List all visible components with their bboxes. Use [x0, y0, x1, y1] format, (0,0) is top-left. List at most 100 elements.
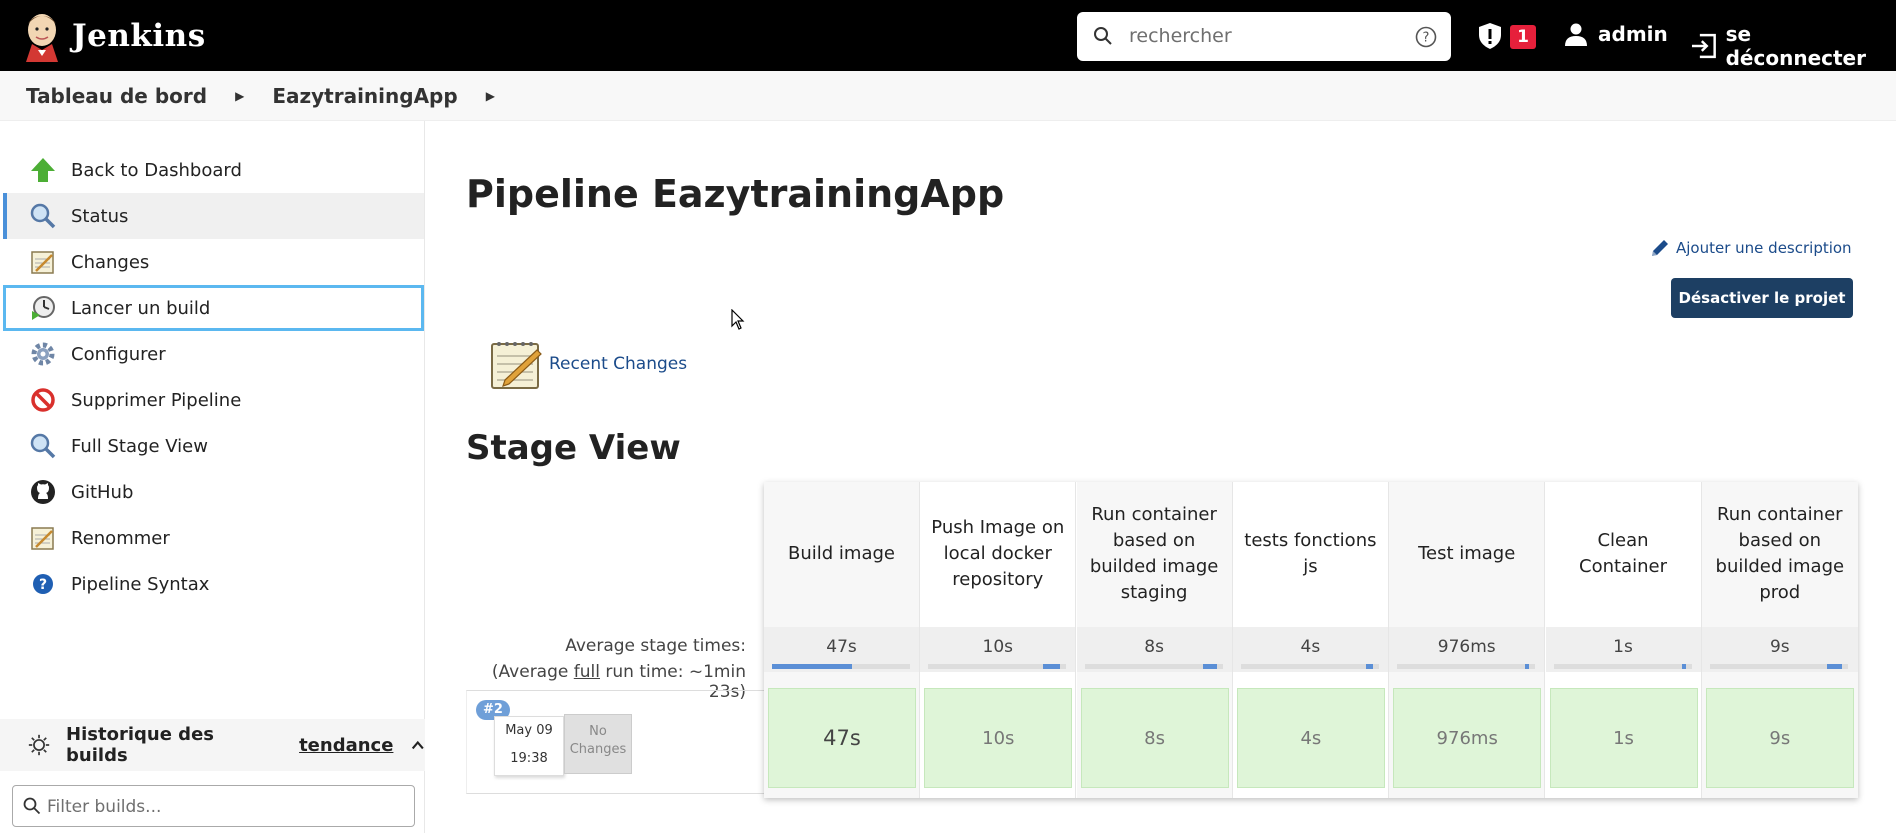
stage-average-time: 4s	[1300, 637, 1321, 657]
stage-header: Push Image on local docker repository	[931, 516, 1065, 590]
help-icon[interactable]: ?	[1415, 26, 1437, 48]
stage-average-time: 8s	[1144, 637, 1164, 657]
disable-project-button[interactable]: Désactiver le projet	[1671, 278, 1853, 318]
pencil-icon	[1652, 240, 1668, 256]
stage-progress-bar	[1397, 664, 1536, 669]
magnifier-icon	[29, 432, 57, 460]
stage-average: 9s	[1701, 627, 1858, 672]
no-changes-box: No Changes	[564, 714, 632, 774]
stage-column: Run container based on builded image sta…	[1076, 482, 1233, 798]
logout-icon	[1691, 33, 1716, 59]
help-icon: ?	[29, 570, 57, 598]
stage-average: 8s	[1076, 627, 1232, 672]
stage-header: Run container based on builded image pro…	[1715, 503, 1845, 603]
full-run-link[interactable]: full	[573, 662, 600, 682]
sidebar-item-label: Changes	[71, 251, 150, 273]
sidebar-item-full-stage-view[interactable]: Full Stage View	[3, 423, 424, 469]
avg-full-suffix: run time: ~1min 23s)	[599, 662, 746, 702]
stage-progress-bar	[772, 664, 910, 669]
no-entry-icon	[29, 386, 57, 414]
stage-progress-bar	[928, 664, 1067, 669]
stage-progress-bar	[1709, 664, 1848, 669]
build-time: 19:38	[510, 751, 548, 766]
build-date-card[interactable]: May 09 19:38	[494, 716, 564, 776]
user-menu[interactable]: admin	[1564, 22, 1668, 46]
stage-average-time: 47s	[826, 637, 857, 657]
breadcrumb-chevron-icon[interactable]: ▶	[485, 88, 495, 103]
sidebar-item-status[interactable]: Status	[3, 193, 424, 239]
sidebar-item-label: GitHub	[71, 481, 134, 503]
chevron-up-icon[interactable]	[411, 739, 425, 751]
sidebar-item-label: Full Stage View	[71, 435, 208, 457]
sidebar-item-delete-pipeline[interactable]: Supprimer Pipeline	[3, 377, 424, 423]
sidebar-item-back-to-dashboard[interactable]: Back to Dashboard	[3, 147, 424, 193]
stage-view-table: Build image 47s 47s Push Image on local doc…	[764, 482, 1858, 798]
stage-result-cell[interactable]: 47s	[768, 688, 916, 788]
security-badge[interactable]: 1	[1510, 25, 1536, 49]
build-number-badge[interactable]: #2	[476, 700, 510, 720]
filter-builds-input[interactable]	[47, 795, 387, 819]
gear-icon	[29, 340, 57, 368]
sidebar-item-pipeline-syntax[interactable]: ? Pipeline Syntax	[3, 561, 424, 607]
stage-header: Clean Container	[1579, 529, 1667, 577]
stage-progress-bar	[1553, 664, 1692, 669]
stage-progress-fill	[1826, 664, 1842, 669]
filter-builds-field[interactable]	[12, 785, 415, 827]
sidebar: Back to Dashboard Status Changes Lancer …	[0, 121, 425, 833]
trend-link[interactable]: tendance	[299, 734, 394, 756]
stage-average: 1s	[1545, 627, 1701, 672]
stage-average: 47s	[764, 627, 919, 672]
stage-result-cell[interactable]: 8s	[1080, 688, 1229, 788]
stage-column: Push Image on local docker repository 10s…	[920, 482, 1077, 798]
breadcrumb-dashboard[interactable]: Tableau de bord	[26, 83, 208, 108]
breadcrumb-chevron-icon[interactable]: ▶	[235, 88, 245, 103]
sidebar-item-configure[interactable]: Configurer	[3, 331, 424, 377]
page-title: Pipeline EazytrainingApp	[466, 172, 1005, 216]
user-icon	[1565, 23, 1587, 46]
stage-progress-fill	[1202, 664, 1217, 669]
stage-progress-fill	[1681, 664, 1686, 669]
stage-average-time: 9s	[1769, 637, 1790, 657]
sidebar-item-rename[interactable]: Renommer	[3, 515, 424, 561]
build-clock-icon	[29, 294, 57, 322]
build-date: May 09	[505, 723, 553, 738]
sidebar-item-changes[interactable]: Changes	[3, 239, 424, 285]
stage-result-cell[interactable]: 9s	[1705, 688, 1854, 788]
stage-result-cell[interactable]: 4s	[1236, 688, 1385, 788]
average-stage-times-label: Average stage times:	[565, 636, 746, 656]
sidebar-item-build-now[interactable]: Lancer un build	[3, 285, 424, 331]
search-icon	[1094, 27, 1112, 45]
mouse-cursor-icon	[731, 309, 745, 330]
stage-average: 10s	[920, 627, 1076, 672]
build-history-title: Historique des builds	[66, 724, 214, 766]
search-input[interactable]	[1129, 23, 1399, 49]
avg-full-prefix: (Average	[491, 662, 574, 682]
stage-progress-fill	[1043, 664, 1061, 669]
stage-view-title: Stage View	[466, 428, 681, 468]
logout-link[interactable]: se déconnecter	[1690, 22, 1896, 70]
breadcrumb-project[interactable]: EazytrainingApp	[272, 83, 458, 108]
sidebar-item-github[interactable]: GitHub	[3, 469, 424, 515]
average-full-run-time: (Average full run time: ~1min 23s)	[466, 662, 746, 702]
stage-average-time: 1s	[1613, 637, 1633, 657]
stage-average: 976ms	[1389, 627, 1545, 672]
logout-label: se déconnecter	[1725, 22, 1866, 70]
top-header: Jenkins ? 1 admin se déconnecter	[0, 0, 1896, 71]
recent-changes-link[interactable]: Recent Changes	[489, 336, 687, 392]
search-box[interactable]: ?	[1077, 12, 1451, 61]
security-shield-icon[interactable]	[1478, 22, 1502, 50]
stage-result-cell[interactable]: 10s	[924, 688, 1073, 788]
sidebar-item-label: Status	[71, 205, 129, 227]
notepad-icon	[29, 524, 57, 552]
stage-average-time: 976ms	[1437, 637, 1496, 657]
stage-result-cell[interactable]: 976ms	[1393, 688, 1542, 788]
github-icon	[29, 478, 57, 506]
jenkins-logo[interactable]: Jenkins	[22, 10, 206, 62]
user-name: admin	[1598, 22, 1668, 46]
stage-progress-bar	[1240, 664, 1379, 669]
magnifier-icon	[29, 202, 57, 230]
add-description-label: Ajouter une description	[1676, 239, 1852, 257]
add-description-link[interactable]: Ajouter une description	[1650, 238, 1852, 258]
sidebar-item-label: Lancer un build	[71, 297, 211, 319]
stage-result-cell[interactable]: 1s	[1549, 688, 1698, 788]
